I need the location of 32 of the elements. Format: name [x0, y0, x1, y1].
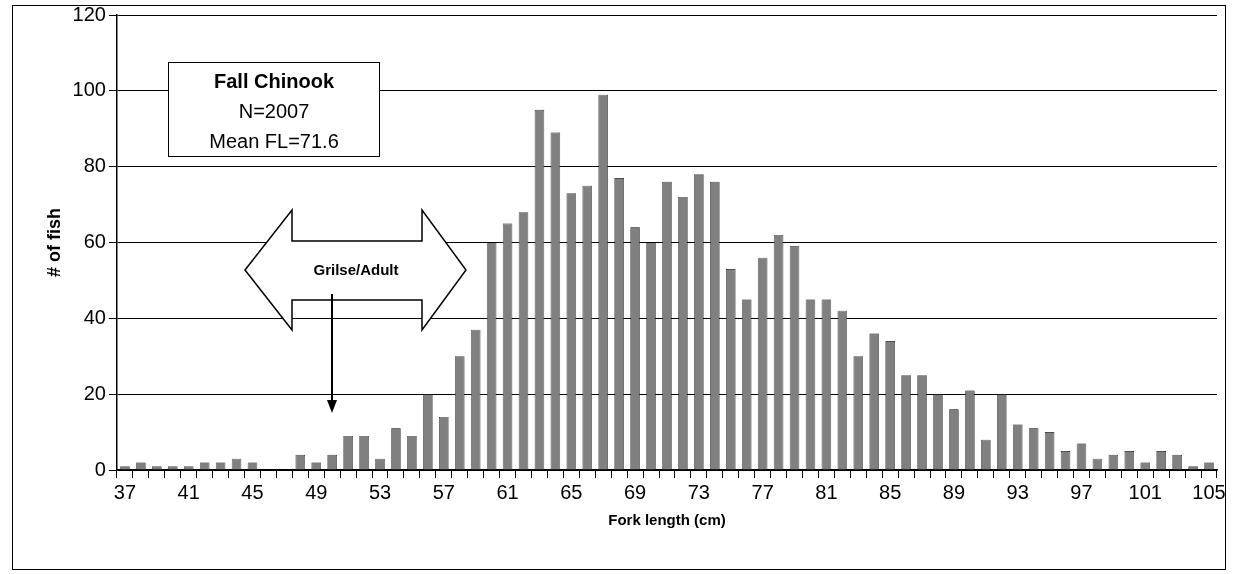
x-tick-label: 77	[751, 480, 774, 503]
x-tick-label: 97	[1070, 480, 1093, 503]
x-tick-label: 53	[368, 480, 392, 503]
x-tick-label: 85	[879, 480, 902, 503]
x-tick-label: 89	[942, 480, 966, 503]
x-tick-label: 69	[623, 480, 647, 503]
y-tick-label: 80	[83, 154, 106, 177]
annotation: Mean FL=71.6	[208, 129, 340, 154]
y-tick-label: 100	[72, 78, 106, 101]
x-tick-label: 101	[1128, 480, 1162, 503]
x-tick-label: 73	[687, 480, 710, 503]
y-tick-label: 40	[83, 305, 106, 328]
annotation: Grilse/Adult	[313, 261, 399, 278]
y-tick-label: 60	[83, 230, 106, 253]
y-axis-title: # of fish	[43, 207, 64, 278]
x-tick-label: 61	[496, 480, 519, 503]
x-tick-label: 37	[113, 480, 137, 503]
x-tick-label: 57	[432, 480, 455, 503]
x-tick-label: 93	[1006, 480, 1029, 503]
x-tick-label: 49	[305, 480, 328, 503]
double-arrow: Grilse/Adult	[244, 208, 468, 332]
x-axis-title: Fork length (cm)	[608, 511, 726, 529]
x-tick-label: 45	[241, 480, 264, 503]
y-tick-label: 120	[72, 2, 106, 25]
x-tick-label: 65	[560, 480, 583, 503]
x-tick-label: 105	[1192, 480, 1226, 503]
annotation: N=2007	[237, 99, 311, 124]
y-tick-label: 0	[94, 457, 106, 480]
x-tick-label: 41	[177, 480, 200, 503]
x-tick-label: 81	[815, 480, 838, 503]
text-box: Fall Chinook N=2007 Mean FL=71.6	[168, 62, 380, 157]
y-tick-label: 20	[83, 381, 106, 404]
